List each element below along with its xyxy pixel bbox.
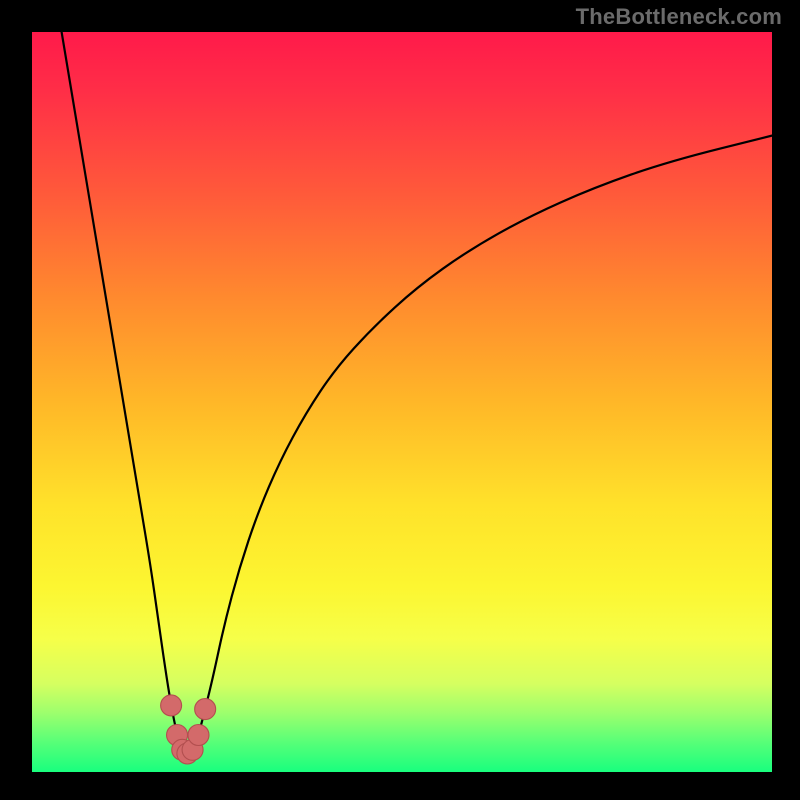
curve-marker [188,725,209,746]
chart-svg [32,32,772,772]
curve-marker [161,695,182,716]
watermark-text: TheBottleneck.com [576,4,782,30]
gradient-background [32,32,772,772]
plot-area [32,32,772,772]
frame: TheBottleneck.com [0,0,800,800]
curve-marker [195,699,216,720]
